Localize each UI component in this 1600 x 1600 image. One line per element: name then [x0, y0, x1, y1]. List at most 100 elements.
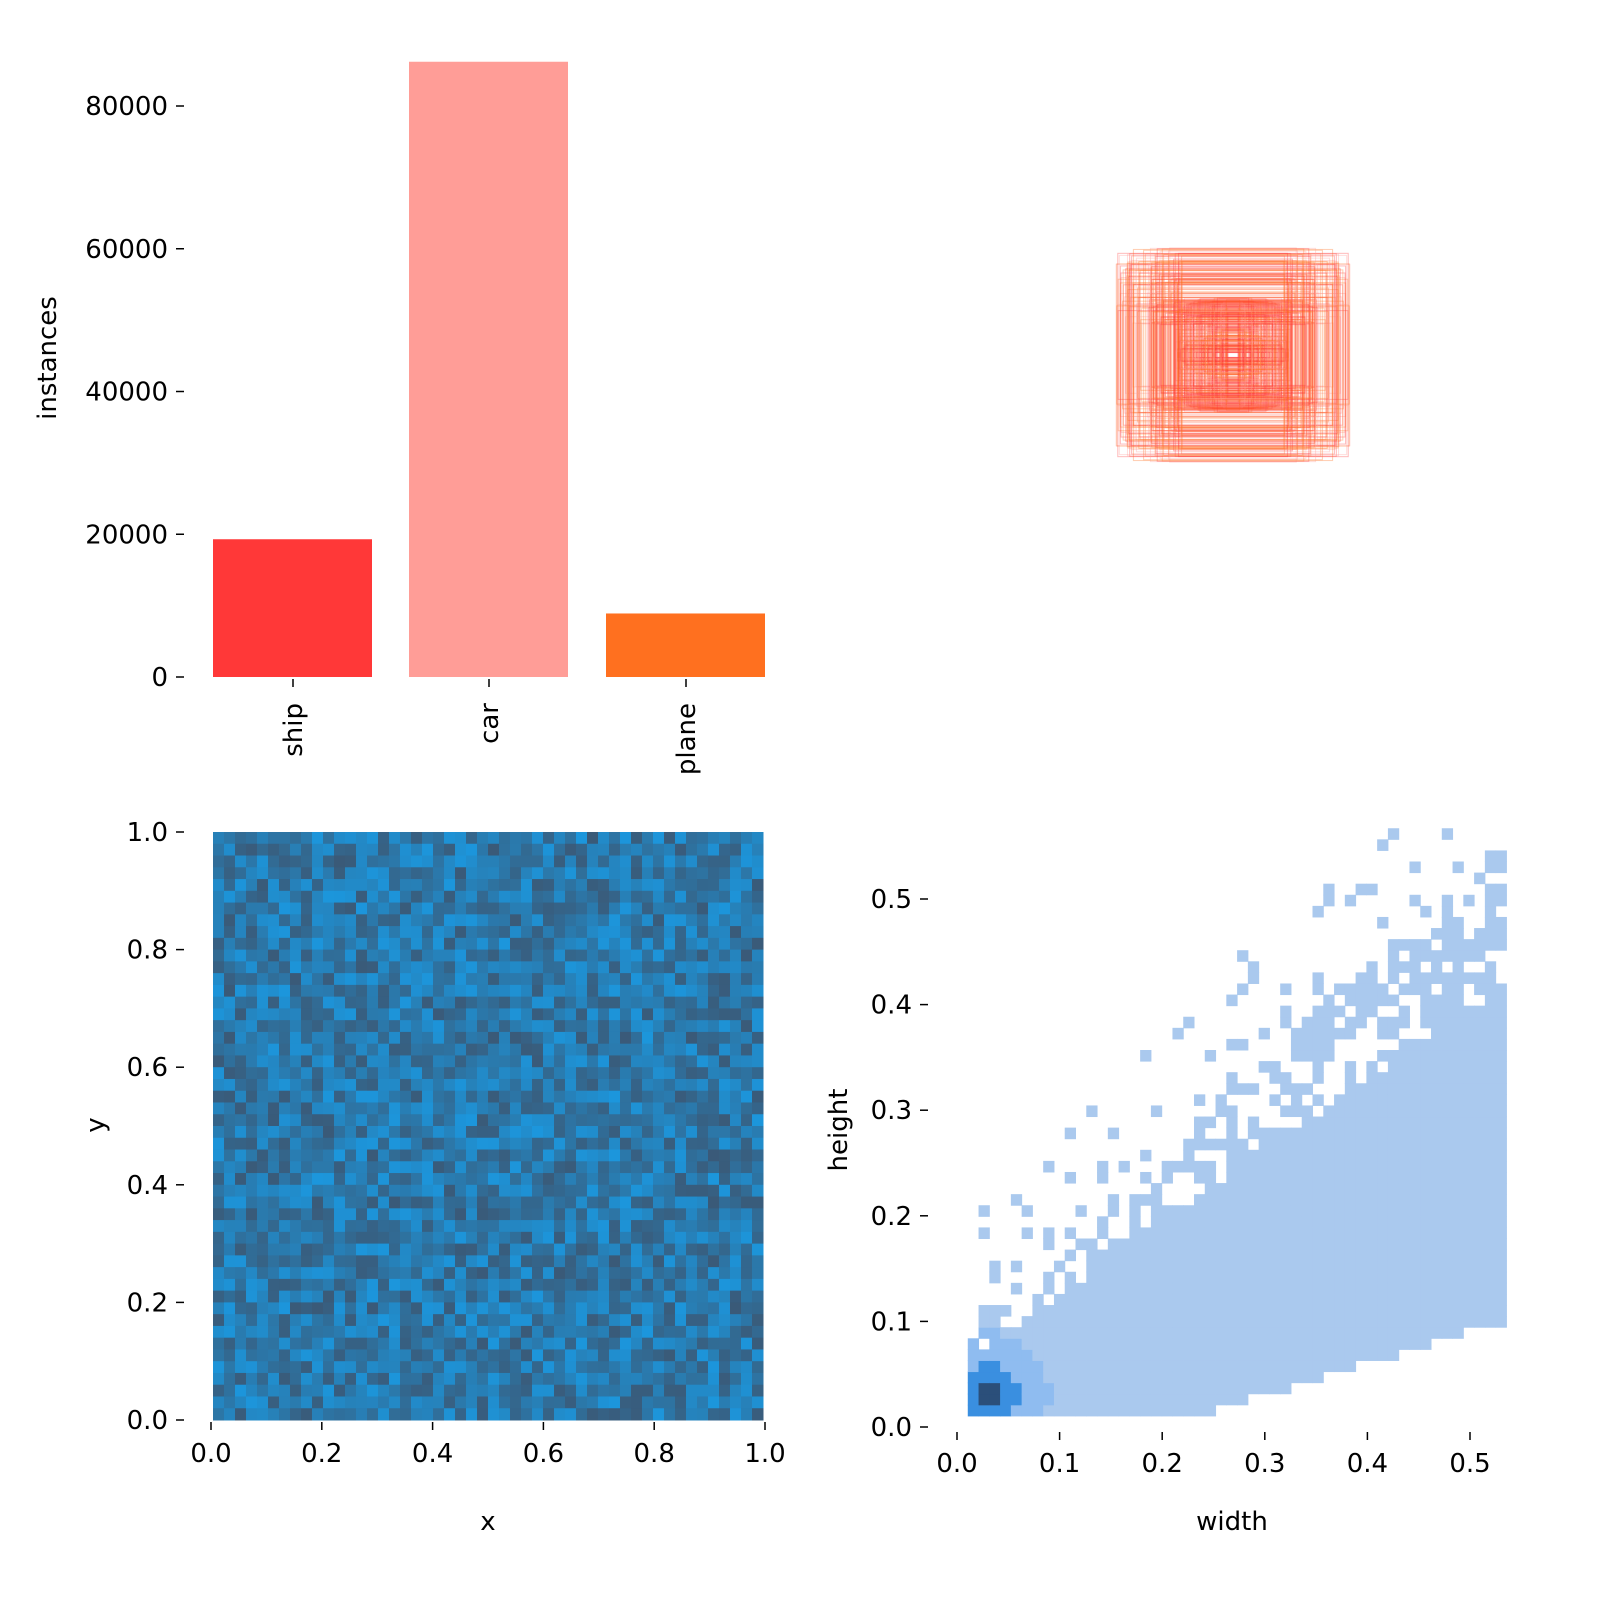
xy-heatmap-cell: [422, 937, 434, 951]
xy-heatmap-cell: [752, 1290, 764, 1303]
xy-heatmap-cell: [213, 1196, 225, 1209]
xy-heatmap-cell: [730, 1349, 742, 1362]
xy-heatmap-cell: [653, 1173, 665, 1186]
xy-heatmap-cell: [554, 1337, 566, 1350]
wh-heatmap-cell: [1290, 1105, 1303, 1118]
xy-heatmap-cell: [301, 1184, 313, 1198]
xy-heatmap-cell: [301, 1243, 313, 1256]
xy-heatmap-cell: [235, 1231, 247, 1245]
xy-heatmap-cell: [257, 1372, 269, 1386]
wh-heatmap-cell: [1290, 1338, 1303, 1350]
xy-heatmap-cell: [598, 1031, 610, 1045]
wh-heatmap-cell: [1269, 1171, 1281, 1184]
xy-heatmap-cell: [653, 1349, 665, 1362]
xy-heatmap-cell: [521, 1043, 533, 1056]
wh-heatmap-cell: [1312, 1227, 1324, 1240]
xy-heatmap-cell: [279, 843, 291, 857]
xy-heatmap-cell: [752, 1208, 764, 1221]
xy-heatmap-cell: [433, 1278, 445, 1292]
xy-heatmap-cell: [279, 1184, 291, 1198]
xy-heatmap-cell: [257, 914, 269, 927]
xy-heatmap-cell: [246, 1208, 258, 1221]
wh-heatmap-cell: [1366, 1316, 1378, 1328]
wh-heatmap-cell: [1355, 883, 1367, 896]
xy-heatmap-cell: [609, 890, 621, 904]
wh-heatmap-cell: [1107, 1404, 1120, 1417]
wh-heatmap-cell: [1226, 1260, 1238, 1273]
xy-heatmap-cell: [752, 1302, 764, 1315]
xy-heatmap-cell: [334, 1102, 346, 1115]
xy-heatmap-cell: [510, 1220, 522, 1233]
xy-heatmap-cell: [213, 1349, 225, 1362]
xy-heatmap-cell: [400, 1231, 412, 1245]
xy-heatmap-cell: [389, 1114, 401, 1127]
bounding-box: [1125, 268, 1341, 442]
xy-heatmap-cell: [246, 1161, 258, 1174]
xy-heatmap-cell: [455, 949, 467, 962]
xy-heatmap-cell: [411, 1384, 423, 1397]
wh-heatmap-cell: [1194, 1360, 1206, 1373]
bounding-box: [1160, 322, 1306, 388]
xy-heatmap-cell: [246, 1408, 258, 1421]
wh-heatmap-cell: [1366, 1293, 1378, 1306]
wh-heatmap-cell: [1344, 1327, 1357, 1339]
xy-heatmap-cell: [411, 1302, 423, 1315]
xy-heatmap-cell: [422, 1126, 434, 1139]
xy-heatmap-cell: [334, 1126, 346, 1139]
wh-heatmap-cell: [1269, 1293, 1281, 1306]
xy-heatmap-cell: [268, 855, 280, 868]
wh-heatmap-cell: [1398, 1260, 1410, 1273]
bounding-box: [1179, 270, 1287, 440]
xy-heatmap-cell: [741, 1008, 753, 1021]
xy-heatmap-cell: [499, 1267, 511, 1280]
wh-heatmap-cell: [1420, 1316, 1432, 1328]
wh-heatmap-cell: [1398, 1171, 1410, 1184]
wh-heatmap-cell: [1355, 1005, 1367, 1018]
xy-heatmap-cell: [675, 1114, 687, 1127]
xy-heatmap-cell: [246, 1149, 258, 1162]
xy-heatmap-cell: [598, 1020, 610, 1033]
xy-heatmap-cell: [268, 937, 280, 951]
xy-heatmap-cell: [477, 961, 489, 974]
xy-heatmap-cell: [697, 949, 709, 962]
xy-heatmap-cell: [312, 1173, 324, 1186]
xy-heatmap-cell: [279, 1255, 291, 1268]
wh-heatmap-cell: [1323, 1205, 1335, 1217]
xy-heatmap-cell: [323, 1314, 335, 1327]
xy-heatmap-cell: [422, 832, 434, 845]
xy-heatmap-cell: [499, 1137, 511, 1151]
xy-heatmap-cell: [257, 1114, 269, 1127]
bounding-box: [1128, 268, 1338, 442]
xy-heatmap-cell: [433, 984, 445, 998]
xy-heatmap-cell: [488, 1302, 500, 1315]
xy-heatmap-cell: [279, 1231, 291, 1245]
xy-heatmap-cell: [356, 961, 368, 974]
bounding-box: [1117, 303, 1349, 407]
wh-heatmap-cell: [1344, 1305, 1357, 1317]
bounding-box: [1183, 343, 1283, 367]
xy-heatmap-cell: [367, 1008, 379, 1021]
xy-heatmap-cell: [587, 1184, 599, 1198]
xy-heatmap-cell: [367, 1361, 379, 1374]
xy-heatmap-cell: [257, 1008, 269, 1021]
xy-heatmap-cell: [433, 1372, 445, 1386]
xy-heatmap-cell: [543, 1067, 555, 1080]
xy-heatmap-cell: [741, 1302, 753, 1315]
wh-heatmap-cell: [1495, 939, 1507, 951]
bar-ylabel: instances: [33, 296, 63, 420]
bounding-box: [1159, 250, 1307, 460]
xy-heatmap-cell: [499, 1043, 511, 1056]
wh-heatmap-cell: [1355, 994, 1367, 1007]
xy-heatmap-cell: [323, 1208, 335, 1221]
bounding-box: [1133, 283, 1333, 427]
bounding-box: [1217, 330, 1249, 380]
xy-heatmap-cell: [730, 914, 742, 927]
xy-heatmap-cell: [631, 1008, 643, 1021]
xy-heatmap-cell: [477, 1020, 489, 1033]
xy-heatmap-cell: [378, 1372, 390, 1386]
xy-heatmap-cell: [455, 1372, 467, 1386]
bounding-box: [1185, 341, 1281, 369]
wh-heatmap-cell: [1474, 1138, 1486, 1151]
xy-heatmap-cell: [664, 1008, 676, 1021]
wh-heatmap-cell: [1398, 983, 1410, 996]
